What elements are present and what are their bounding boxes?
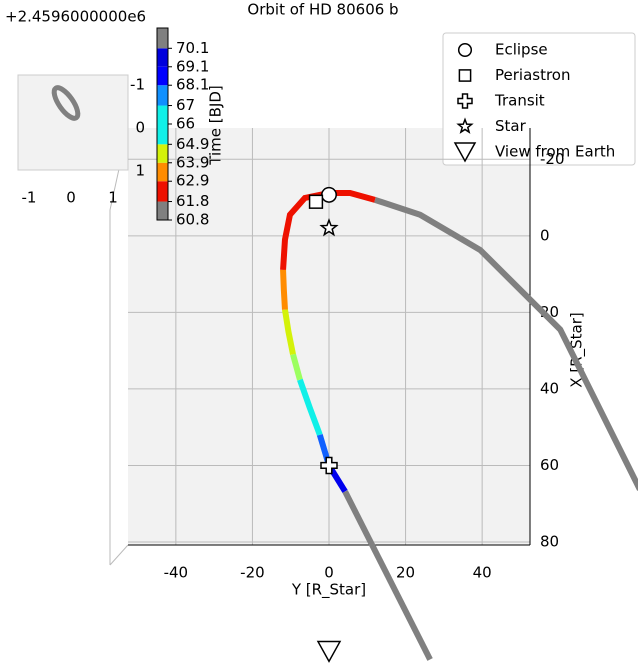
colorbar-band <box>157 85 168 106</box>
orbit-segment <box>290 353 303 381</box>
orbit-segment <box>297 378 323 436</box>
colorbar-band <box>157 162 168 182</box>
colorbar-band <box>157 201 168 220</box>
legend-label: Star <box>495 117 527 135</box>
legend-marker <box>458 69 472 82</box>
marker <box>321 186 337 203</box>
colorbar-tick-label: 70.1 <box>176 39 209 57</box>
legend-marker <box>457 93 473 109</box>
x-tick-label: -40 <box>164 564 189 582</box>
y-tick-label: 0 <box>540 226 550 244</box>
colorbar-band <box>157 66 168 86</box>
inset-x-tick-label: 0 <box>66 189 76 207</box>
chart-title: Orbit of HD 80606 b <box>247 1 398 19</box>
colorbar-tick-label: 62.9 <box>176 172 209 190</box>
legend-marker <box>456 117 474 134</box>
inset-y-tick-label: -1 <box>130 76 145 94</box>
colorbar-band <box>157 124 168 145</box>
colorbar-band <box>157 144 168 163</box>
colorbar-band <box>157 181 168 202</box>
legend-label: Periastron <box>495 66 570 84</box>
inset-pane <box>17 74 129 171</box>
orbit-segment <box>280 189 376 271</box>
offset-text: +2.4596000000e6 <box>5 8 146 26</box>
inset-x-tick-label: 1 <box>108 189 118 207</box>
colorbar-tick-label: 60.8 <box>176 211 209 229</box>
colorbar-tick-label: 64.9 <box>176 135 209 153</box>
x-axis-label: Y [R_Star] <box>291 581 366 600</box>
x-tick-label: -20 <box>240 564 265 582</box>
colorbar-band <box>157 105 168 124</box>
orbit-segment <box>342 490 433 661</box>
legend-label: Eclipse <box>495 41 548 59</box>
colorbar-label: Time [BJD] <box>207 85 225 165</box>
marker <box>319 218 339 237</box>
inset-y-tick-label: 0 <box>135 119 145 137</box>
x-tick-label: 0 <box>324 564 334 582</box>
inset-orbit <box>51 85 81 121</box>
colorbar-tick-label: 67 <box>176 96 195 114</box>
y-tick-label: 40 <box>540 379 559 397</box>
legend-marker <box>453 142 477 163</box>
x-tick-label: 40 <box>473 564 492 582</box>
inset-x-tick-label: -1 <box>22 189 37 207</box>
colorbar-tick-label: 63.9 <box>176 153 209 171</box>
x-tick-label: 20 <box>396 564 415 582</box>
colorbar-tick-label: 61.8 <box>176 192 209 210</box>
orbit-segment <box>280 269 288 310</box>
legend-label: Transit <box>494 92 545 110</box>
y-tick-label: 80 <box>540 533 559 551</box>
colorbar-band <box>157 48 168 67</box>
orbit-segment <box>374 196 638 491</box>
colorbar-tick-label: 66 <box>176 115 195 133</box>
legend-label: View from Earth <box>495 143 615 161</box>
colorbar-tick-label: 68.1 <box>176 76 209 94</box>
marker <box>320 456 338 475</box>
y-tick-label: 60 <box>540 456 559 474</box>
legend-box <box>442 32 636 166</box>
marker <box>308 194 324 209</box>
legend-marker <box>457 42 473 58</box>
colorbar-tick-label: 69.1 <box>176 57 209 75</box>
inset-y-tick-label: 1 <box>135 162 145 180</box>
inset: +2.4596000000e6 <box>5 8 146 171</box>
orbit-segment <box>282 309 296 356</box>
y-tick-label: -20 <box>540 150 565 168</box>
colorbar-band <box>157 28 168 49</box>
marker <box>316 640 342 663</box>
